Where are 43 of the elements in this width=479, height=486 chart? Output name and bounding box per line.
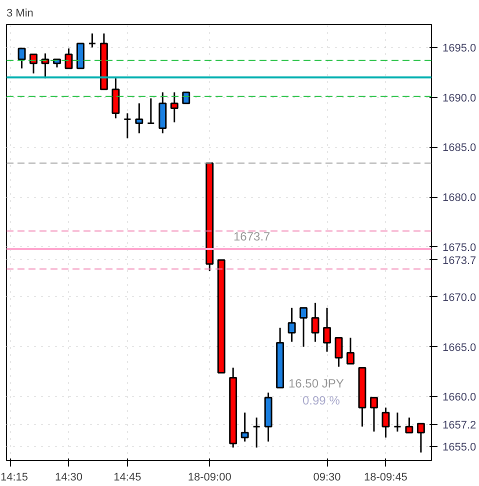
chart-title: 3 Min [6, 8, 34, 20]
y-tick-label: 1690.0 [442, 92, 476, 104]
candlestick [240, 412, 249, 442]
x-tick-label: 14:45 [114, 472, 142, 484]
candlestick [64, 48, 73, 70]
annotation: 16.50 JPY [288, 376, 344, 390]
y-tick-label: 1660.0 [442, 392, 476, 404]
candlestick [135, 102, 144, 134]
x-tick-label: 14:15 [0, 472, 28, 484]
candlestick [334, 337, 343, 368]
candlestick [346, 337, 354, 364]
candlestick [416, 422, 425, 454]
candlestick [323, 307, 331, 352]
y-tick-label: 1673.7 [442, 254, 476, 267]
x-tick-label: 18-09:45 [364, 472, 408, 484]
y-tick-label: 1685.0 [442, 142, 476, 154]
annotation: 0.99 % [302, 394, 340, 408]
candlestick [393, 412, 402, 432]
y-tick-label: 1665.0 [442, 342, 476, 354]
candlestick [405, 416, 414, 434]
x-tick-label: 18-09:00 [188, 472, 232, 484]
candlestick [30, 54, 38, 74]
candlestick [252, 416, 261, 448]
y-tick-label: 1680.0 [442, 192, 476, 204]
y-tick-label: 1695.0 [442, 42, 476, 54]
y-tick-label: 1670.0 [442, 292, 476, 304]
candlestick [300, 307, 308, 348]
candlestick [288, 307, 296, 343]
candlestick [311, 302, 320, 343]
annotation: 1673.7 [234, 229, 271, 244]
candlestick [112, 78, 120, 120]
y-tick-label: 1657.2 [442, 420, 476, 432]
x-tick-label: 14:30 [54, 472, 82, 484]
y-tick-label: 1655.0 [442, 442, 476, 454]
candlestick [370, 396, 378, 432]
candlestick [123, 112, 132, 139]
candlestick [18, 48, 26, 70]
x-tick-label: 09:30 [313, 472, 341, 484]
y-tick-label: 1675.0 [442, 242, 476, 254]
candlestick [170, 92, 178, 124]
candlestick [88, 32, 96, 48]
candlestick [146, 98, 155, 124]
candlestick [382, 406, 390, 438]
